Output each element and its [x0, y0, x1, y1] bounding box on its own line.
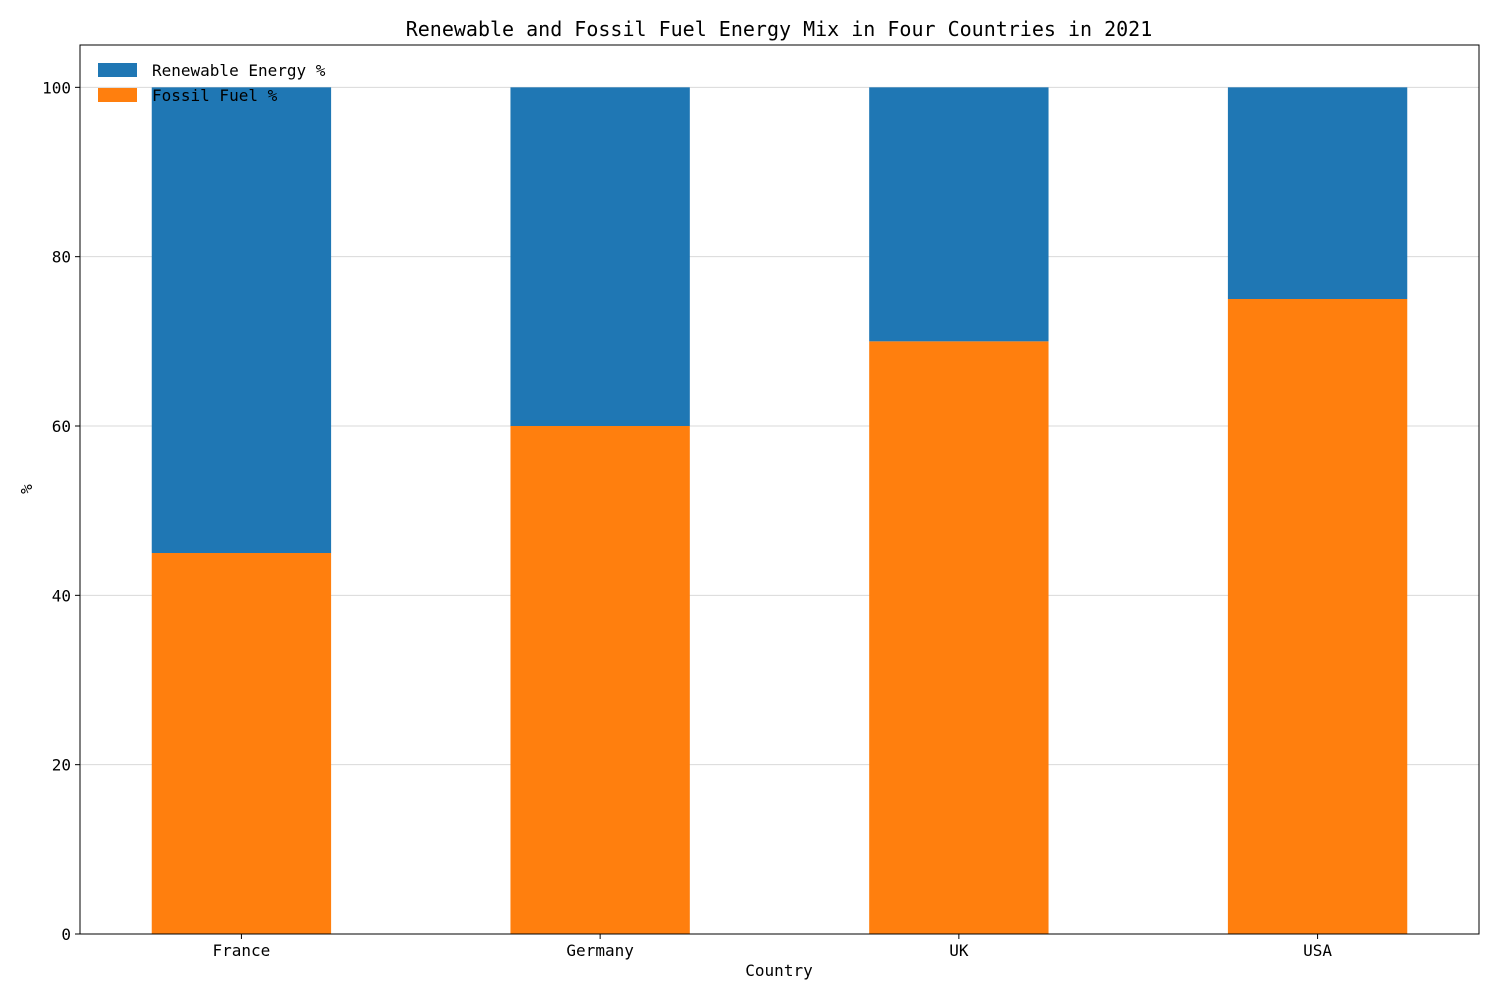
bar-fossil-fuel-pct-usa [1227, 299, 1408, 934]
y-axis-label: % [17, 484, 36, 494]
y-tick-label: 80 [52, 248, 71, 267]
bar-renewable-energy-pct-france [151, 87, 332, 553]
legend-swatch-renewable-energy-pct [98, 63, 137, 77]
bar-renewable-energy-pct-usa [1227, 87, 1408, 299]
y-tick-label: 60 [52, 417, 71, 436]
bar-renewable-energy-pct-uk [869, 87, 1049, 342]
bars-layer [151, 87, 1408, 934]
bar-fossil-fuel-pct-germany [510, 426, 690, 934]
axes-frame [79, 44, 1480, 935]
chart-title: Renewable and Fossil Fuel Energy Mix in … [406, 17, 1153, 41]
legend-label-renewable-energy-pct: Renewable Energy % [152, 61, 326, 80]
x-axis-label: Country [745, 961, 813, 980]
bar-renewable-energy-pct-germany [510, 87, 690, 426]
x-tick-label-uk: UK [949, 941, 969, 960]
y-tick-label: 40 [52, 586, 71, 605]
x-tick-label-usa: USA [1303, 941, 1332, 960]
bar-fossil-fuel-pct-uk [869, 341, 1049, 934]
legend: Renewable Energy % Fossil Fuel % [98, 61, 326, 105]
y-tick-label: 20 [52, 756, 71, 775]
y-tick-label: 0 [61, 925, 71, 944]
legend-swatch-fossil-fuel-pct [98, 88, 137, 102]
y-tick-label: 100 [42, 78, 71, 97]
x-tick-label-germany: Germany [566, 941, 634, 960]
ticks-layer: 0 20 40 60 80 100 France Germany UK USA [42, 78, 1332, 960]
x-tick-label-france: France [213, 941, 271, 960]
legend-label-fossil-fuel-pct: Fossil Fuel % [152, 86, 278, 105]
bar-fossil-fuel-pct-france [151, 553, 332, 934]
